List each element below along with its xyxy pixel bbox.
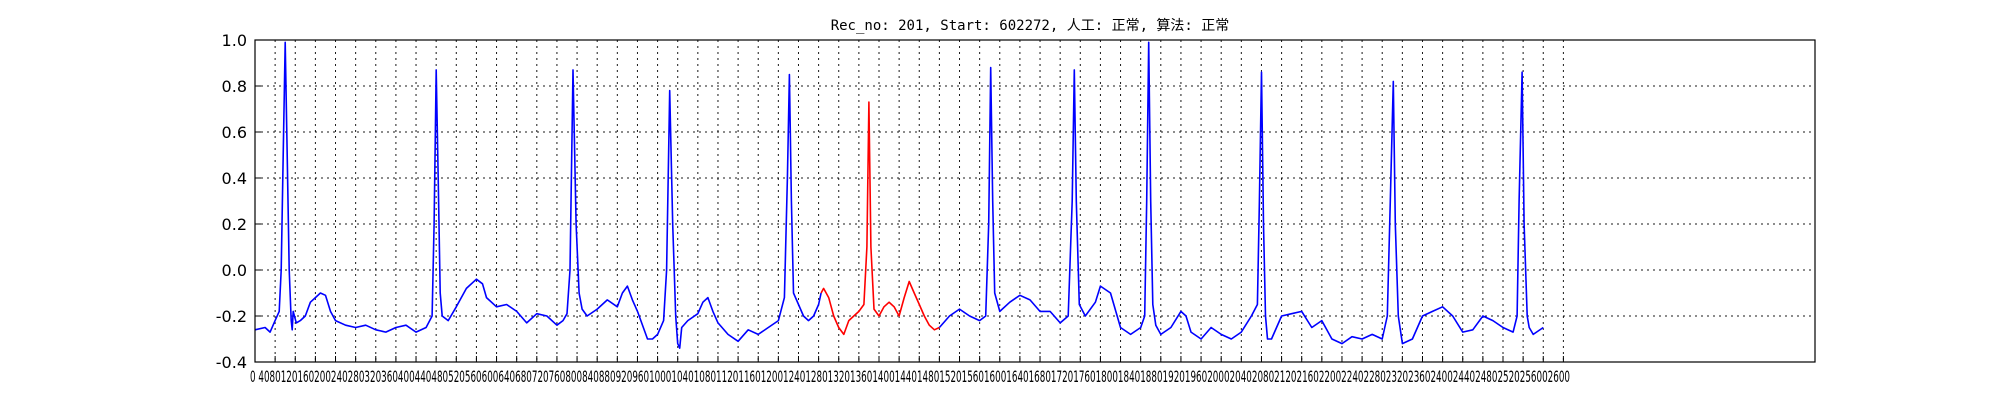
x-tick-labels: 0 40801201602002402803203604004404805205…	[250, 367, 1570, 386]
series-line-1	[254, 41, 822, 350]
y-tick-label: 0.2	[222, 215, 247, 234]
y-tick-label: -0.2	[216, 307, 247, 326]
chart-title: Rec_no: 201, Start: 602272, 人工: 正常, 算法: …	[831, 18, 1230, 34]
series-line-3	[938, 41, 1544, 345]
y-tick-label: 0.6	[222, 123, 247, 142]
y-tick-label: -0.4	[216, 353, 247, 372]
y-tick-label: 0.8	[222, 77, 247, 96]
y-axis: -0.4 -0.2 0.0 0.2 0.4 0.6 0.8 1.0	[216, 31, 1564, 372]
y-tick-label: 0.0	[222, 261, 247, 280]
series-layer	[254, 41, 1544, 350]
series-line-2	[820, 101, 940, 336]
plot-frame	[254, 39, 1816, 363]
y-tick-label: 0.4	[222, 169, 247, 188]
grid	[255, 40, 1815, 362]
y-tick-label: 1.0	[222, 31, 247, 50]
